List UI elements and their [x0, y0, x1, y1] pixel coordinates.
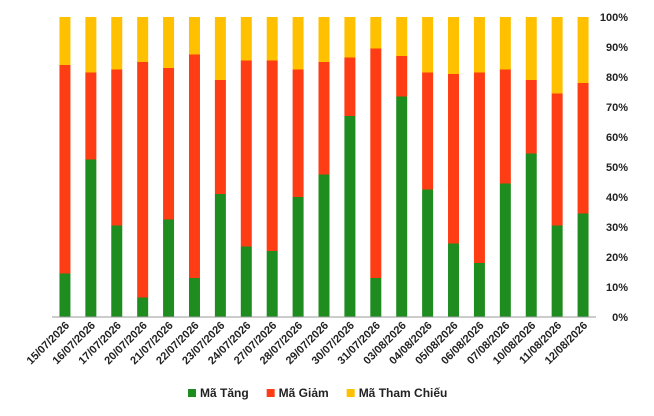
bar-segment-tang-3 [111, 225, 123, 317]
bar-segment-giam-21 [577, 83, 589, 214]
legend-swatch-tang [188, 389, 196, 397]
bar-segment-tang-13 [370, 278, 382, 317]
bar-segment-giam-5 [163, 68, 175, 220]
bar-segment-tham-chieu-19 [525, 17, 537, 80]
bar-segment-giam-20 [551, 93, 563, 226]
bar-segment-tang-15 [422, 189, 434, 317]
bar-segment-tang-8 [240, 246, 252, 317]
bar-segment-tham-chieu-10 [292, 17, 304, 70]
y-axis-ticks: 0% 10% 20% 30% 40% 50% 60% 70% 80% 90% 100% [600, 12, 628, 324]
bar-segment-tham-chieu-5 [163, 17, 175, 68]
bar-segment-tham-chieu-17 [473, 17, 485, 73]
bar-segment-tang-14 [396, 96, 408, 317]
bar-segment-tham-chieu-16 [448, 17, 460, 74]
bar-segment-tham-chieu-20 [551, 17, 563, 94]
bar-segment-giam-15 [422, 72, 434, 190]
bar-segment-giam-1 [59, 65, 71, 274]
legend: Mã Tăng Mã Giảm Mã Tham Chiếu [188, 386, 447, 400]
y-tick-label: 30% [606, 222, 628, 234]
legend-swatch-tham-chieu [346, 389, 355, 397]
bar-segment-tang-17 [473, 263, 485, 317]
bar-segment-giam-18 [499, 69, 511, 184]
bar-segment-giam-12 [344, 57, 356, 116]
bars-group [59, 17, 589, 317]
bar-segment-giam-8 [240, 60, 252, 247]
y-tick-label: 90% [606, 42, 628, 54]
bar-segment-giam-17 [473, 72, 485, 263]
legend-label-tham-chieu: Mã Tham Chiếu [359, 386, 448, 400]
y-tick-label: 40% [606, 192, 628, 204]
bar-segment-giam-2 [85, 72, 97, 160]
bar-segment-tang-19 [525, 153, 537, 317]
bar-segment-giam-3 [111, 69, 123, 226]
bar-segment-tham-chieu-3 [111, 17, 123, 70]
bar-segment-giam-6 [188, 54, 200, 278]
y-tick-label: 100% [600, 12, 628, 24]
bar-segment-tang-4 [137, 297, 149, 317]
bar-segment-tham-chieu-7 [214, 17, 226, 80]
bar-segment-tham-chieu-8 [240, 17, 252, 61]
bar-segment-giam-11 [318, 62, 330, 175]
bar-segment-tang-21 [577, 213, 589, 317]
y-tick-label: 70% [606, 102, 628, 114]
bar-segment-giam-13 [370, 48, 382, 278]
bar-segment-giam-14 [396, 56, 408, 97]
legend-label-tang: Mã Tăng [200, 386, 249, 400]
y-tick-label: 20% [606, 252, 628, 264]
bar-segment-tham-chieu-2 [85, 17, 97, 73]
bar-segment-tham-chieu-9 [266, 17, 278, 61]
bar-segment-giam-4 [137, 62, 149, 298]
bar-segment-tham-chieu-6 [188, 17, 200, 55]
bar-segment-tang-10 [292, 197, 304, 317]
bar-segment-tang-5 [163, 219, 175, 317]
legend-label-giam: Mã Giảm [279, 386, 329, 400]
bar-segment-tham-chieu-15 [422, 17, 434, 73]
bar-segment-tang-6 [188, 278, 200, 317]
bar-segment-giam-10 [292, 69, 304, 197]
y-tick-label: 0% [612, 312, 628, 324]
bar-segment-tham-chieu-14 [396, 17, 408, 56]
bar-segment-giam-19 [525, 80, 537, 154]
bar-segment-tang-9 [266, 251, 278, 317]
bar-segment-tang-7 [214, 194, 226, 317]
bar-segment-tham-chieu-12 [344, 17, 356, 58]
bar-segment-tham-chieu-11 [318, 17, 330, 62]
bar-segment-tham-chieu-4 [137, 17, 149, 62]
x-axis-labels: 15/07/202616/07/202617/07/202620/07/2026… [25, 320, 591, 367]
bar-segment-giam-7 [214, 80, 226, 194]
y-tick-label: 60% [606, 132, 628, 144]
bar-segment-giam-9 [266, 60, 278, 251]
bar-segment-tang-16 [448, 243, 460, 317]
legend-swatch-giam [266, 389, 275, 397]
bar-segment-tang-1 [59, 273, 71, 317]
y-tick-label: 80% [606, 72, 628, 84]
bar-segment-tham-chieu-1 [59, 17, 71, 65]
bar-segment-tham-chieu-18 [499, 17, 511, 70]
bar-segment-giam-16 [448, 74, 460, 244]
bar-segment-tham-chieu-21 [577, 17, 589, 83]
bar-segment-tang-11 [318, 174, 330, 317]
bar-segment-tang-18 [499, 183, 511, 317]
y-tick-label: 10% [606, 282, 628, 294]
bar-segment-tang-2 [85, 159, 97, 317]
bar-segment-tang-20 [551, 225, 563, 317]
y-tick-label: 50% [606, 162, 628, 174]
bar-segment-tham-chieu-13 [370, 17, 382, 49]
bar-segment-tang-12 [344, 116, 356, 317]
